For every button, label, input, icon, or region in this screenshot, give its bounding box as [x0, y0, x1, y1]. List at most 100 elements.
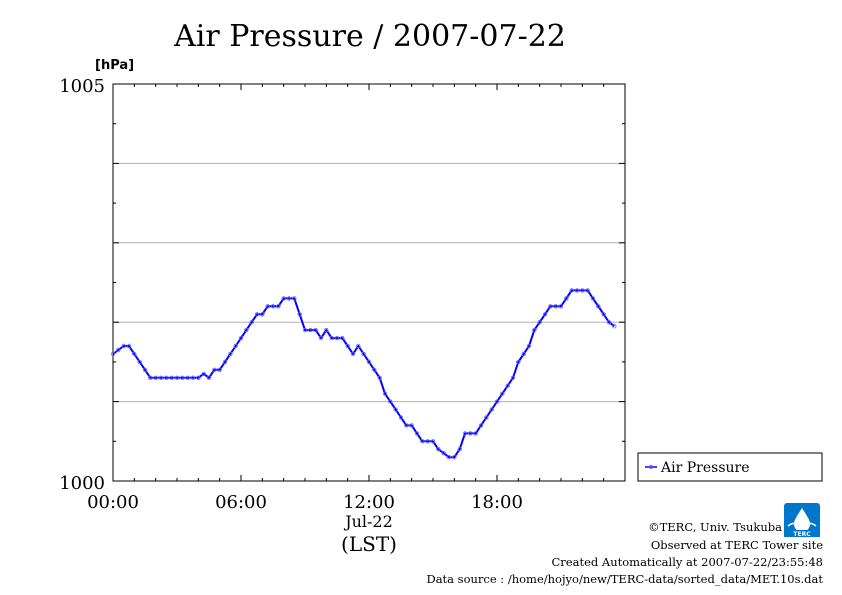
- data-point: [526, 343, 532, 349]
- data-point: [126, 343, 132, 349]
- data-point: [441, 451, 446, 456]
- data-point: [308, 327, 313, 333]
- data-point: [590, 296, 596, 301]
- data-point: [398, 415, 404, 420]
- data-point: [452, 455, 457, 460]
- data-point: [148, 375, 153, 380]
- x-timezone-label: (LST): [341, 532, 397, 556]
- data-point: [500, 391, 505, 396]
- legend-box: [637, 452, 823, 482]
- data-point: [132, 351, 137, 357]
- data-point: [596, 304, 601, 309]
- data-point: [270, 304, 276, 309]
- data-point: [377, 375, 382, 380]
- data-point: [580, 288, 585, 293]
- data-point: [494, 399, 500, 404]
- data-point: [318, 335, 324, 341]
- data-point: [478, 423, 484, 428]
- data-point: [190, 375, 196, 380]
- credit-created: Created Automatically at 2007-07-22/23:5…: [552, 555, 824, 569]
- data-point: [260, 312, 265, 317]
- data-point: [382, 391, 388, 396]
- data-point: [286, 296, 292, 301]
- data-point: [505, 383, 510, 388]
- data-point: [361, 351, 366, 357]
- data-point: [564, 296, 569, 301]
- data-point: [409, 423, 414, 428]
- data-point: [553, 304, 558, 309]
- data-point: [164, 375, 169, 380]
- data-point: [281, 296, 286, 301]
- data-point: [158, 375, 164, 380]
- x-tick-label-0000: 00:00: [87, 492, 139, 513]
- data-point: [473, 431, 478, 436]
- x-date-label: Jul-22: [343, 512, 393, 531]
- data-point: [329, 335, 334, 341]
- data-point: [334, 335, 340, 341]
- data-point: [574, 288, 580, 293]
- x-tick-label-1200: 12:00: [343, 492, 395, 513]
- data-point: [345, 343, 350, 349]
- data-point: [484, 415, 489, 420]
- data-point: [201, 371, 206, 376]
- y-axis-unit: [hPa]: [95, 58, 134, 73]
- data-point: [542, 312, 548, 317]
- data-point: [169, 375, 174, 380]
- data-point: [462, 431, 468, 436]
- data-point: [238, 335, 244, 341]
- data-point: [174, 375, 180, 380]
- data-point: [612, 324, 617, 329]
- credit-site: Observed at TERC Tower site: [651, 538, 823, 552]
- data-point: [532, 327, 537, 333]
- data-point: [121, 343, 126, 349]
- data-point: [185, 375, 190, 380]
- axis-ticks: [112, 83, 626, 482]
- data-point: [350, 351, 356, 357]
- data-point: [516, 359, 521, 365]
- data-point: [388, 399, 393, 404]
- data-point: [276, 304, 281, 309]
- data-point: [340, 335, 345, 341]
- data-point: [313, 327, 318, 333]
- credit-source: Data source : /home/hojyo/new/TERC-data/…: [426, 572, 823, 586]
- data-point: [537, 320, 542, 325]
- y-tick-label-bottom: 1000: [59, 473, 105, 494]
- data-point: [356, 343, 361, 349]
- data-point: [548, 304, 553, 309]
- chart-title: Air Pressure / 2007-07-22: [173, 19, 566, 54]
- data-point: [212, 367, 217, 372]
- data-point: [366, 359, 372, 365]
- data-point: [233, 343, 238, 349]
- data-point: [142, 367, 148, 372]
- data-point: [254, 312, 260, 317]
- data-point: [585, 288, 590, 293]
- data-point: [292, 296, 297, 301]
- data-point: [510, 375, 516, 380]
- data-point: [404, 423, 409, 428]
- data-point: [180, 375, 185, 380]
- data-point: [606, 320, 612, 325]
- data-point: [558, 304, 564, 309]
- data-point: [446, 455, 452, 460]
- data-point: [569, 288, 574, 293]
- data-point: [425, 439, 430, 444]
- data-point: [116, 347, 121, 353]
- data-point: [244, 327, 249, 333]
- data-point: [297, 312, 302, 317]
- plot-area: [112, 83, 626, 482]
- legend-entry-air-pressure: Air Pressure: [660, 460, 750, 476]
- legend-point-swatch: [648, 464, 654, 470]
- data-point: [372, 367, 377, 372]
- data-point: [521, 351, 526, 357]
- data-point: [457, 447, 462, 452]
- data-layer: [110, 288, 617, 460]
- data-point: [228, 351, 233, 357]
- data-point: [601, 312, 606, 317]
- y-tick-label-top: 1005: [59, 76, 105, 97]
- data-point: [302, 327, 308, 333]
- logo-text: TERC: [793, 531, 811, 538]
- data-point: [206, 375, 212, 380]
- data-point: [137, 359, 142, 365]
- credit-copyright: ©TERC, Univ. Tsukuba: [648, 520, 782, 534]
- x-tick-label-0600: 06:00: [215, 492, 267, 513]
